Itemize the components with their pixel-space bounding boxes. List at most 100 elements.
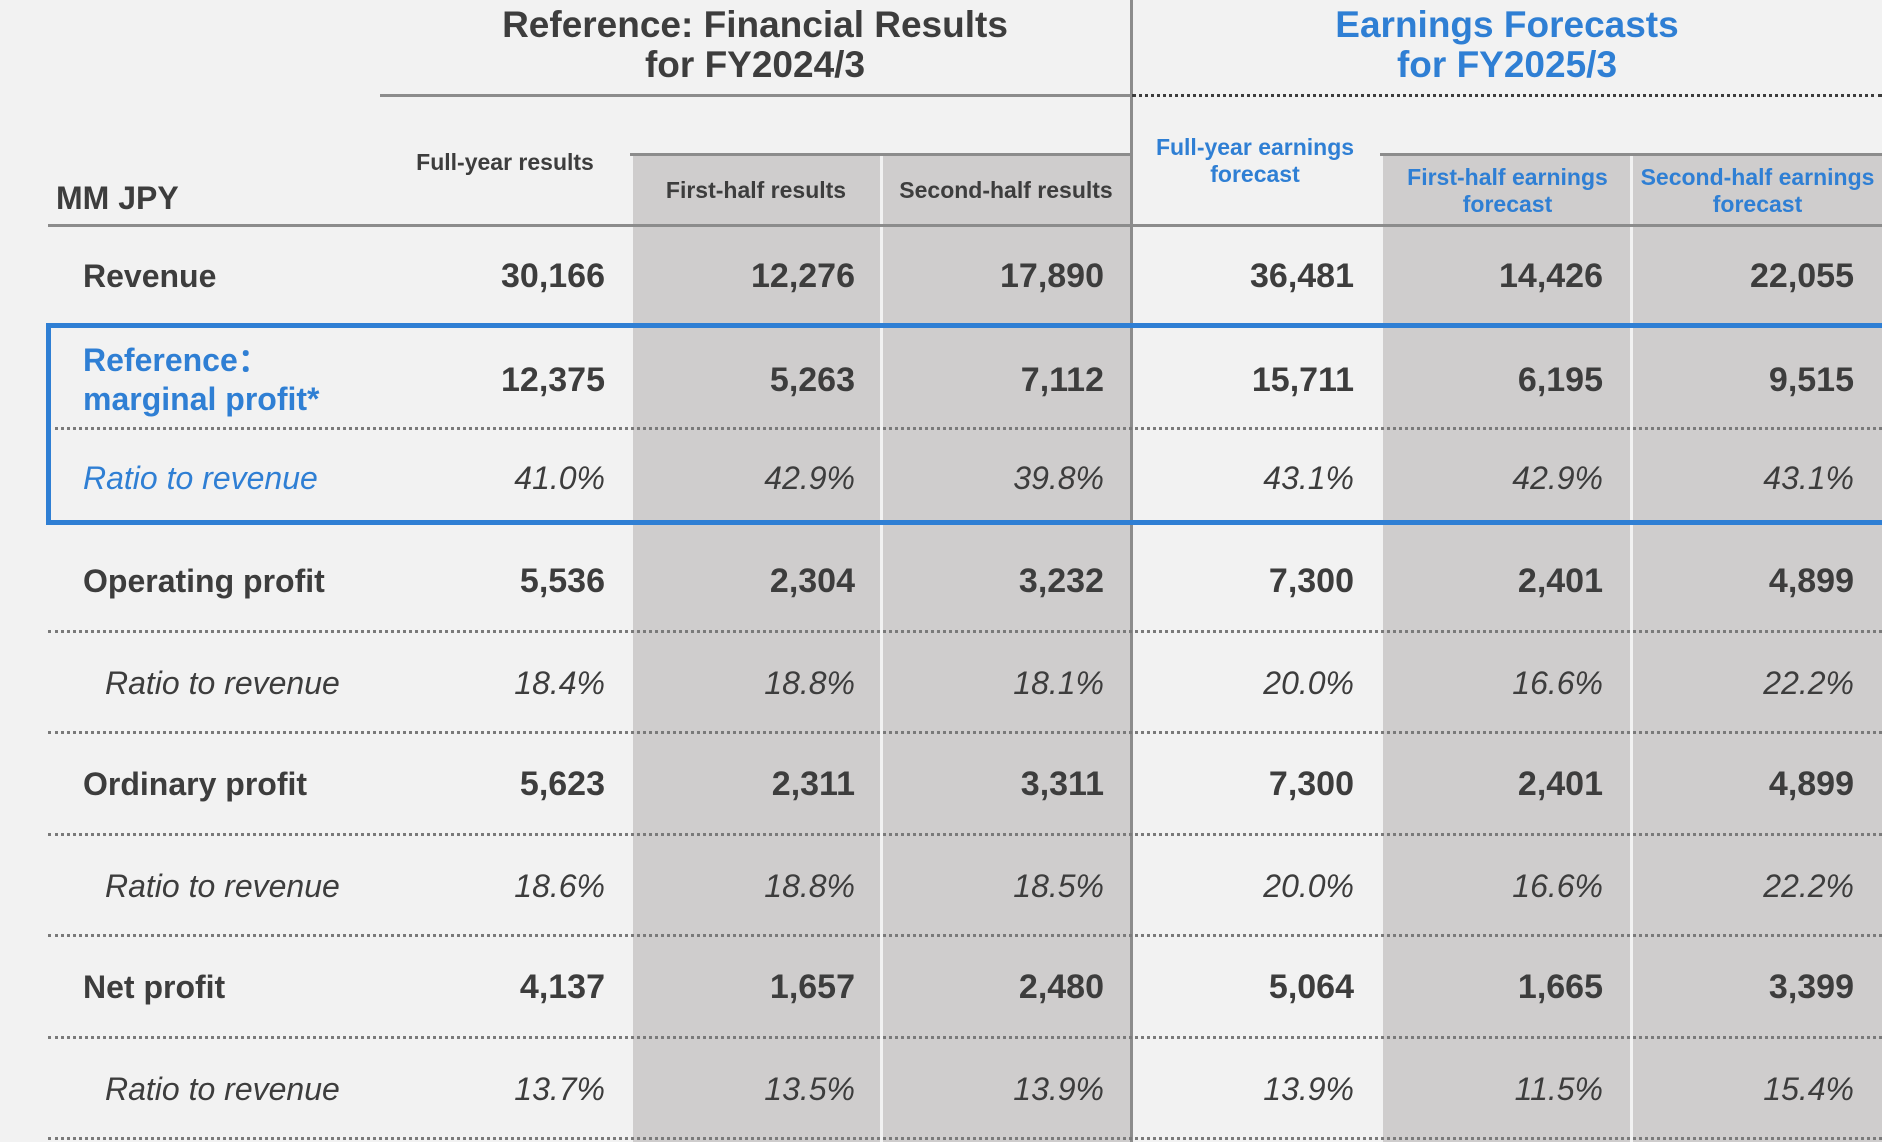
table-row-ordinary-ratio: Ratio to revenue 18.6% 18.8% 18.5% 20.0%… <box>0 837 1882 935</box>
table-row-net-ratio: Ratio to revenue 13.7% 13.5% 13.9% 13.9%… <box>0 1040 1882 1138</box>
value-h2-results: 18.1% <box>1013 664 1104 701</box>
value-h1-forecast: 16.6% <box>1512 664 1603 701</box>
value-h2-forecast: 4,899 <box>1768 764 1854 803</box>
table-row-ordinary-profit: Ordinary profit 5,623 2,311 3,311 7,300 … <box>0 735 1882 833</box>
section-divider <box>1130 0 1133 1142</box>
table-row-revenue: Revenue 30,166 12,276 17,890 36,481 14,4… <box>0 228 1882 324</box>
value-h1-forecast: 11.5% <box>1514 1070 1603 1107</box>
h2-forecast-column-bg <box>1632 155 1882 1142</box>
value-h2-results: 18.5% <box>1013 867 1104 904</box>
table-row-operating-ratio: Ratio to revenue 18.4% 18.8% 18.1% 20.0%… <box>0 634 1882 732</box>
col-header-fy-forecast: Full-year earnings forecast <box>1155 134 1355 187</box>
row-label-marginal-profit: Reference： marginal profit* <box>83 330 319 430</box>
value-h1-results: 2,311 <box>771 764 855 803</box>
value-fy-results: 18.4% <box>514 664 605 701</box>
row-label: Operating profit <box>83 562 325 599</box>
value-h1-forecast: 16.6% <box>1512 867 1603 904</box>
value-h2-forecast: 22.2% <box>1763 867 1854 904</box>
column-separator <box>1630 155 1633 1142</box>
reference-group-title: Reference: Financial Results for FY2024/… <box>380 5 1130 85</box>
value-h2-results: 3,311 <box>1020 764 1104 803</box>
value-h2-forecast: 22,055 <box>1750 256 1854 295</box>
reference-group-underline <box>380 94 1131 97</box>
forecast-group-title: Earnings Forecasts for FY2025/3 <box>1132 5 1882 85</box>
value-fy-results: 18.6% <box>514 867 605 904</box>
value-h1-results: 18.8% <box>764 867 855 904</box>
row-label: Ordinary profit <box>83 765 308 802</box>
row-label-line: Reference： <box>83 342 270 378</box>
value-fy-forecast: 43.1% <box>1263 459 1354 496</box>
value-fy-results: 5,536 <box>519 561 605 600</box>
reference-title: Reference: Financial Results <box>502 4 1008 45</box>
row-label: Net profit <box>83 968 226 1005</box>
row-separator <box>48 630 1882 633</box>
value-h1-forecast: 14,426 <box>1499 256 1603 295</box>
value-h2-results: 7,112 <box>1020 360 1104 399</box>
row-separator <box>48 833 1882 836</box>
row-separator <box>48 731 1882 734</box>
value-h1-results: 12,276 <box>751 256 855 295</box>
value-fy-results: 12,375 <box>501 360 605 399</box>
col-header-h2-results: Second-half results <box>899 177 1113 203</box>
table-row-net-profit: Net profit 4,137 1,657 2,480 5,064 1,665… <box>0 938 1882 1036</box>
value-h2-results: 2,480 <box>1018 967 1104 1006</box>
value-fy-forecast: 36,481 <box>1250 256 1354 295</box>
value-fy-results: 41.0% <box>514 459 605 496</box>
value-h1-results: 5,263 <box>769 360 855 399</box>
value-h1-forecast: 42.9% <box>1512 459 1603 496</box>
value-fy-results: 13.7% <box>514 1070 605 1107</box>
value-h1-results: 42.9% <box>764 459 855 496</box>
value-h1-results: 13.5% <box>764 1070 855 1107</box>
forecast-title: Earnings Forecasts <box>1335 4 1679 45</box>
forecast-period: for FY2025/3 <box>1396 44 1618 85</box>
h1-forecast-column-bg <box>1383 155 1632 1142</box>
value-h1-results: 18.8% <box>764 664 855 701</box>
column-separator <box>880 155 883 1142</box>
col-header-h1-results: First-half results <box>665 177 847 203</box>
value-h2-results: 3,232 <box>1018 561 1104 600</box>
col-header-h2-forecast: Second-half earnings forecast <box>1640 164 1875 217</box>
value-h2-results: 13.9% <box>1013 1070 1104 1107</box>
value-h1-forecast: 6,195 <box>1517 360 1603 399</box>
row-label: Ratio to revenue <box>83 459 318 496</box>
value-fy-forecast: 20.0% <box>1263 664 1354 701</box>
value-h2-forecast: 22.2% <box>1763 664 1854 701</box>
table-row-operating-profit: Operating profit 5,536 2,304 3,232 7,300… <box>0 532 1882 630</box>
half-forecast-underline <box>1380 153 1882 156</box>
table-row-marginal-profit: Reference： marginal profit* 12,375 5,263… <box>0 330 1882 430</box>
half-results-underline <box>630 153 1131 156</box>
row-separator <box>48 1036 1882 1039</box>
forecast-group-underline <box>1132 94 1882 97</box>
value-h1-forecast: 2,401 <box>1517 561 1603 600</box>
value-fy-forecast: 5,064 <box>1268 967 1354 1006</box>
row-label: Ratio to revenue <box>105 664 340 701</box>
row-label: Ratio to revenue <box>105 867 340 904</box>
value-fy-forecast: 7,300 <box>1268 764 1354 803</box>
row-separator <box>48 427 1882 430</box>
value-h1-forecast: 1,665 <box>1517 967 1603 1006</box>
value-h1-results: 2,304 <box>769 561 855 600</box>
value-h2-forecast: 15.4% <box>1763 1070 1854 1107</box>
row-label: Revenue <box>83 257 217 294</box>
marginal-profit-highlight-box <box>46 323 1882 525</box>
row-label: Ratio to revenue <box>105 1070 340 1107</box>
row-label-line: marginal profit* <box>83 381 320 417</box>
value-h2-results: 39.8% <box>1013 459 1104 496</box>
value-h2-forecast: 43.1% <box>1763 459 1854 496</box>
value-fy-forecast: 20.0% <box>1263 867 1354 904</box>
value-h2-results: 17,890 <box>1000 256 1104 295</box>
header-bottom-line <box>48 224 1882 227</box>
row-separator <box>48 1137 1882 1140</box>
value-fy-forecast: 15,711 <box>1251 360 1354 399</box>
h2-results-column-bg <box>882 155 1130 1142</box>
value-fy-forecast: 13.9% <box>1263 1070 1354 1107</box>
unit-label: MM JPY <box>56 180 179 216</box>
value-fy-results: 4,137 <box>519 967 605 1006</box>
value-h1-results: 1,657 <box>769 967 855 1006</box>
h1-results-column-bg <box>633 155 882 1142</box>
value-fy-results: 5,623 <box>519 764 605 803</box>
value-h2-forecast: 4,899 <box>1768 561 1854 600</box>
reference-period: for FY2024/3 <box>644 44 866 85</box>
col-header-h1-forecast: First-half earnings forecast <box>1407 164 1608 217</box>
